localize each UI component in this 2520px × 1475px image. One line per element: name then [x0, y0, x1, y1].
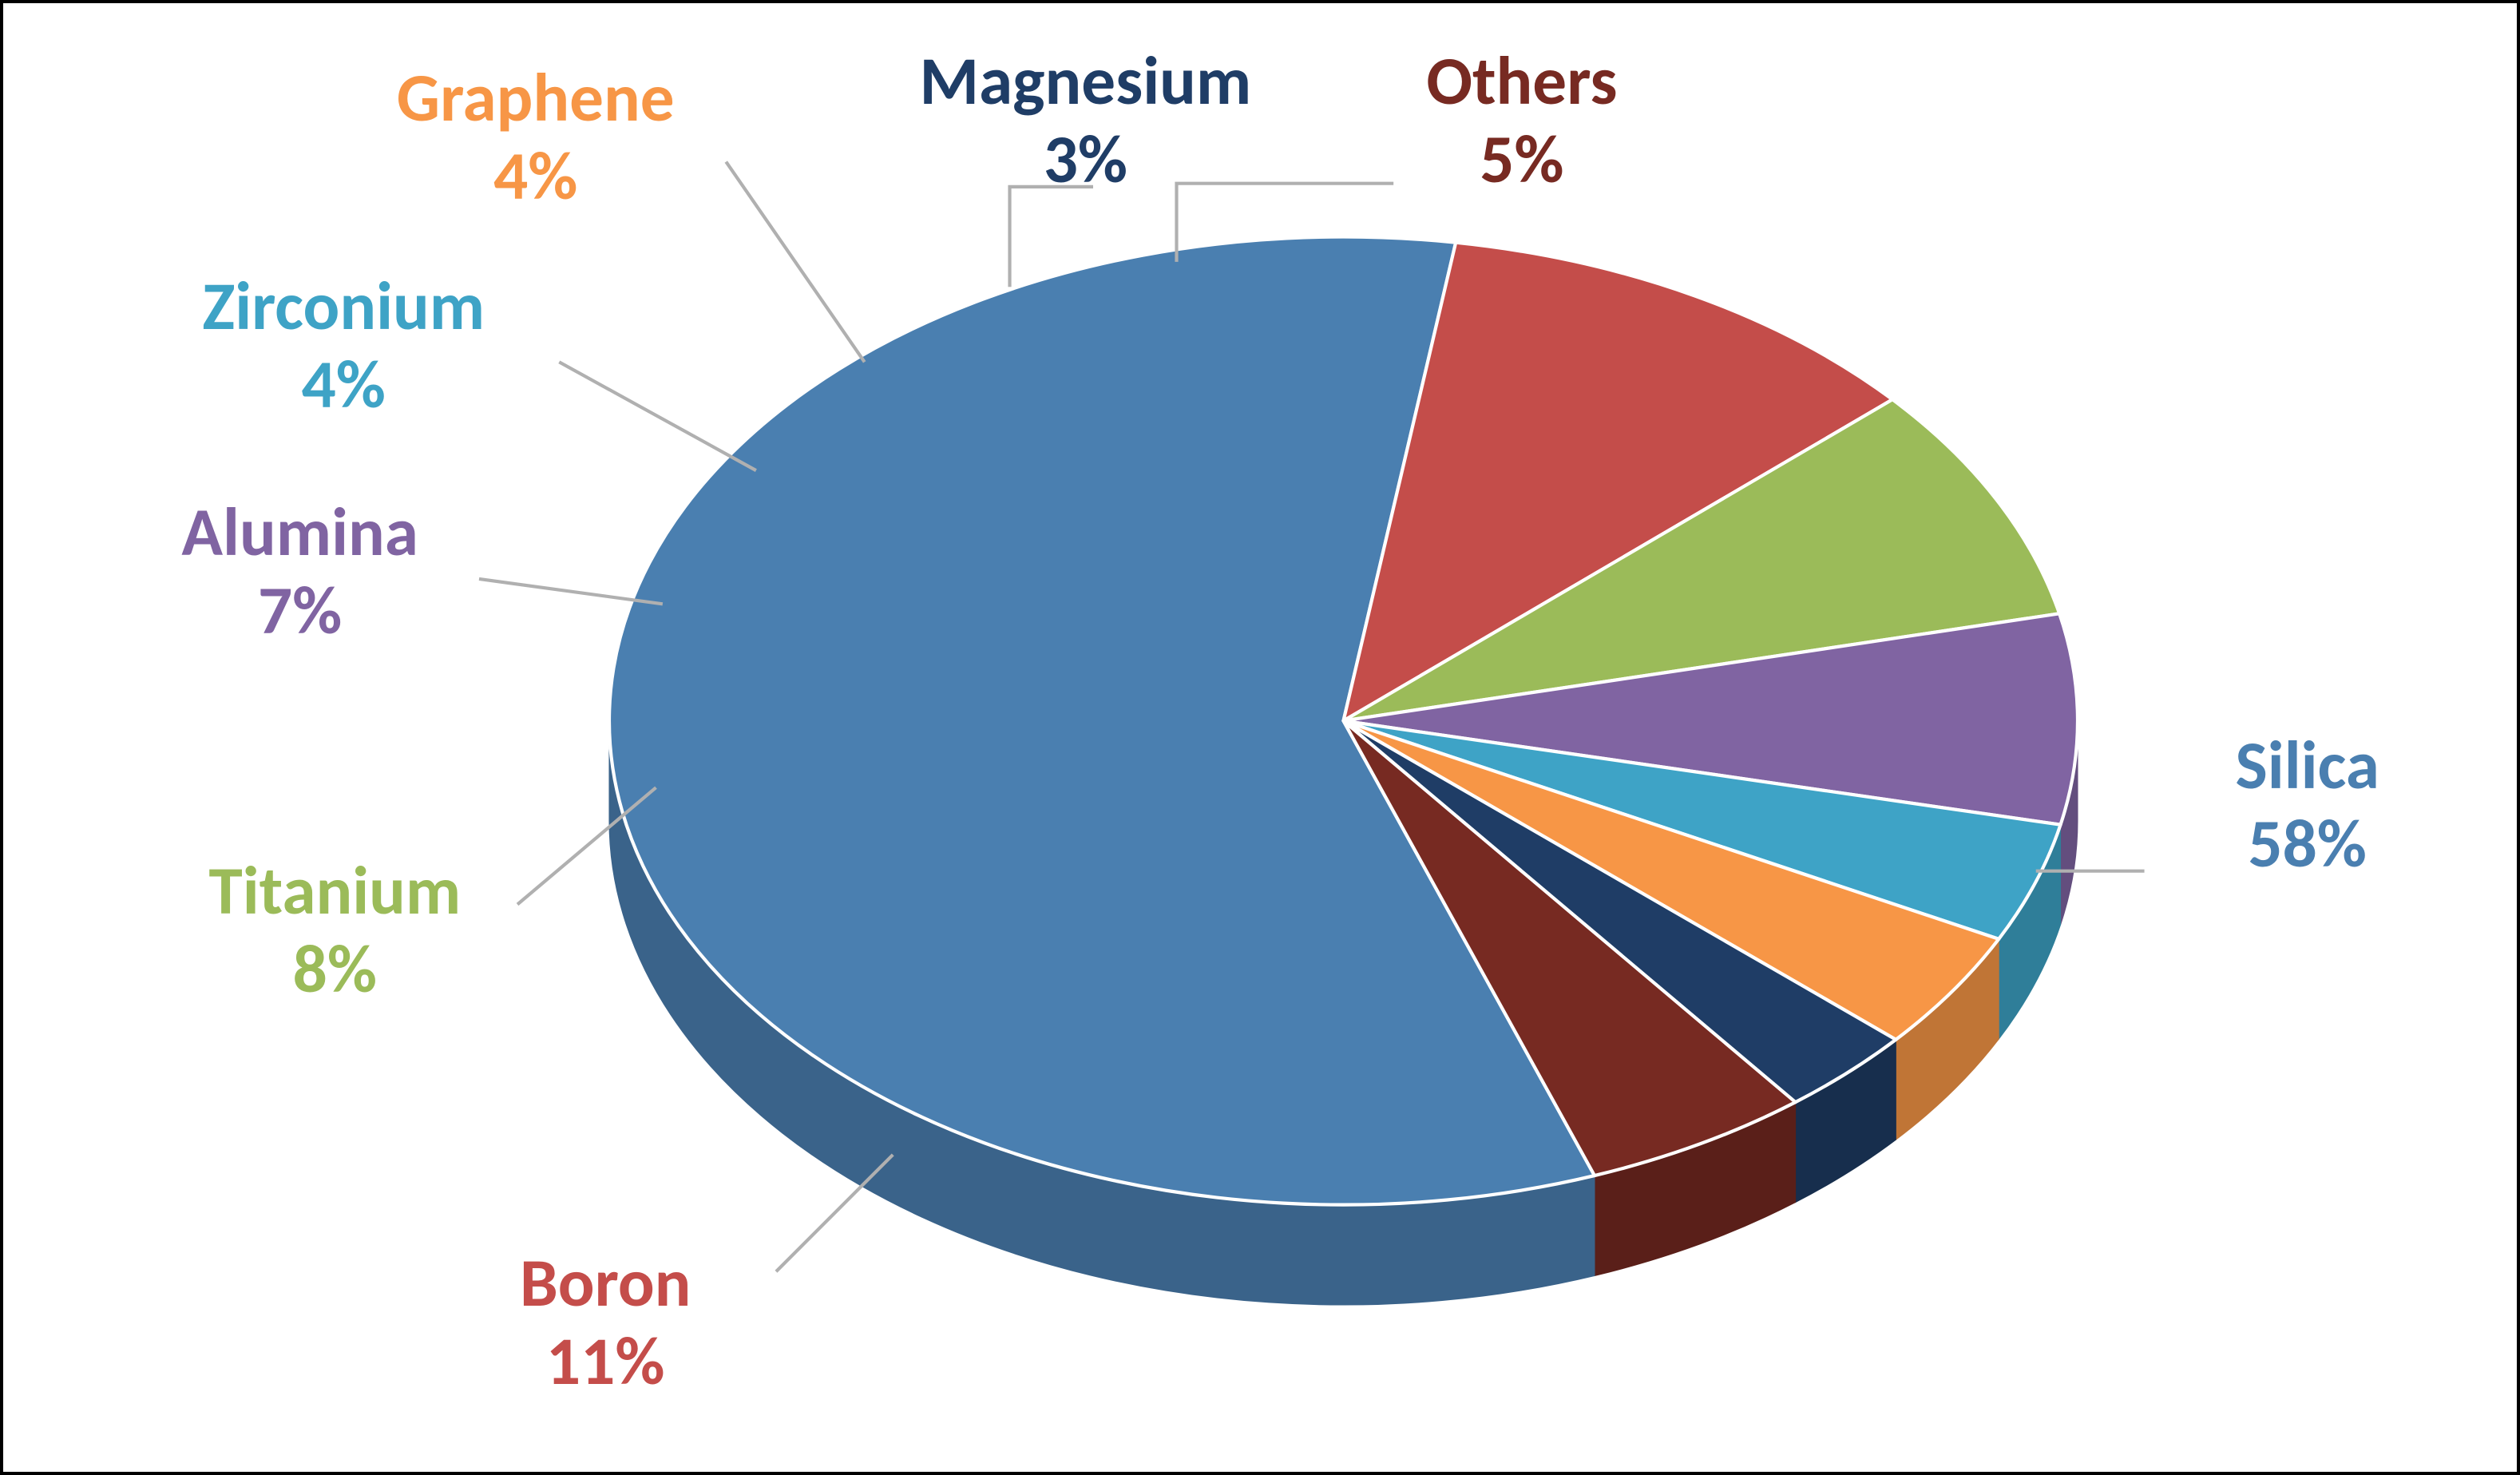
- label-percent: 5%: [1426, 120, 1617, 198]
- label-name: Boron: [520, 1243, 691, 1322]
- label-silica: Silica58%: [2235, 726, 2379, 882]
- label-magnesium: Magnesium3%: [920, 42, 1252, 198]
- label-zirconium: Zirconium4%: [202, 267, 485, 423]
- pie-chart: Silica58% Boron11% Titanium8% Alumina7% Zirc…: [3, 3, 2517, 1472]
- label-name: Magnesium: [920, 42, 1252, 120]
- label-name: Alumina: [181, 492, 418, 570]
- pie-svg: [3, 3, 2517, 1472]
- label-percent: 7%: [181, 571, 418, 649]
- label-alumina: Alumina7%: [181, 492, 418, 648]
- label-name: Others: [1426, 42, 1617, 120]
- label-percent: 4%: [202, 345, 485, 423]
- label-graphene: Graphene4%: [397, 58, 675, 215]
- label-percent: 11%: [520, 1322, 691, 1400]
- label-titanium: Titanium8%: [208, 851, 461, 1008]
- leader-boron: [776, 1155, 893, 1271]
- label-percent: 8%: [208, 930, 461, 1008]
- label-boron: Boron11%: [520, 1243, 691, 1400]
- label-name: Zirconium: [202, 267, 485, 345]
- label-percent: 4%: [397, 137, 675, 215]
- chart-frame: Silica58% Boron11% Titanium8% Alumina7% Zirc…: [0, 0, 2520, 1475]
- label-name: Graphene: [397, 58, 675, 137]
- label-name: Silica: [2235, 726, 2379, 804]
- label-name: Titanium: [208, 851, 461, 930]
- label-others: Others5%: [1426, 42, 1617, 198]
- label-percent: 3%: [920, 120, 1252, 198]
- leader-graphene: [726, 162, 864, 363]
- leader-zirconium: [559, 362, 756, 470]
- label-percent: 58%: [2235, 804, 2379, 882]
